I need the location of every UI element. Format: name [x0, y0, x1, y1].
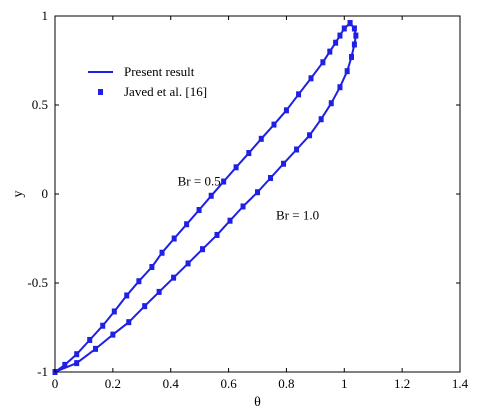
series-1-point	[268, 174, 274, 181]
series-0-point	[258, 135, 264, 142]
series-0-point	[337, 32, 343, 39]
series-1-point	[328, 100, 334, 107]
series-1-point	[126, 319, 132, 326]
y-tick-label: 0	[42, 186, 49, 201]
series-1-point	[156, 288, 162, 295]
series-0-point	[74, 351, 80, 358]
x-tick-label: 0.4	[163, 376, 180, 391]
series-1-point	[307, 132, 313, 139]
series-line-0	[54, 22, 351, 373]
legend-label-present: Present result	[124, 64, 195, 79]
series-1-point	[351, 25, 357, 32]
series-1-point	[255, 189, 260, 196]
series-0-point	[271, 121, 277, 128]
series-1-point	[171, 274, 177, 281]
x-tick-label: 0.8	[278, 376, 294, 391]
series-1-point	[351, 41, 357, 48]
x-tick-label: 1.2	[394, 376, 410, 391]
y-tick-label: 0.5	[32, 97, 48, 112]
series-1-point	[349, 53, 355, 60]
series-0-point	[62, 361, 68, 368]
x-tick-label: 0.2	[105, 376, 121, 391]
y-tick-label: 1	[42, 8, 49, 23]
series-1-point	[240, 203, 246, 210]
series-1-point	[185, 260, 191, 267]
series-1-point	[142, 303, 148, 310]
series-1-point	[74, 360, 80, 367]
series-0-point	[159, 249, 165, 256]
y-tick-label: -0.5	[27, 275, 48, 290]
series-0-point	[149, 263, 155, 270]
legend: Present result Javed et al. [16]	[88, 64, 207, 99]
series-0-point	[196, 207, 202, 214]
series-0-point	[221, 178, 227, 185]
series-0-point	[233, 164, 239, 171]
series-0-point	[171, 235, 177, 242]
y-axis-label: y	[11, 191, 26, 198]
series-1-point	[214, 231, 220, 238]
series-1-point	[344, 68, 350, 75]
series-1-point	[353, 32, 359, 39]
x-tick-label: 1	[341, 376, 348, 391]
series-1-point	[294, 146, 300, 153]
series-0-point	[87, 336, 93, 343]
series-0-point	[283, 107, 289, 114]
legend-label-javed: Javed et al. [16]	[124, 84, 207, 99]
series-1-point	[347, 20, 353, 27]
series-0-point	[100, 322, 106, 329]
annotation-br-1-0: Br = 1.0	[276, 207, 319, 222]
x-tick-label: 0	[52, 376, 59, 391]
series-0-point	[296, 91, 302, 98]
series-0-point	[184, 221, 190, 228]
x-tick-label: 0.6	[220, 376, 237, 391]
series-1-point	[318, 116, 324, 123]
series-1-point	[110, 331, 116, 338]
series-0-point	[208, 192, 214, 199]
annotation-br-0-5: Br = 0.5	[178, 174, 221, 189]
series-1-point	[200, 246, 206, 253]
series-0-point	[320, 59, 326, 66]
series-0-point	[341, 25, 347, 32]
legend-marker-swatch	[98, 89, 103, 95]
series-0-point	[333, 39, 339, 46]
series-0-point	[136, 278, 142, 285]
series-0-point	[111, 308, 117, 315]
x-axis-label: θ	[254, 395, 261, 410]
series-0-point	[308, 75, 314, 82]
series-1-point	[281, 160, 287, 167]
series-0-point	[124, 292, 130, 299]
series-1-point	[93, 345, 98, 352]
series-1-point	[337, 84, 343, 91]
x-tick-label: 1.4	[452, 376, 469, 391]
y-tick-label: -1	[37, 364, 48, 379]
series-layer	[52, 20, 359, 375]
series-0-point	[246, 150, 252, 157]
series-1-point	[227, 217, 233, 224]
tick-layer: 0 0.2 0.4 0.6 0.8 1 1.2 1.4 -1 -0.5 0 0.5 1	[27, 8, 468, 391]
series-0-point	[327, 48, 333, 55]
